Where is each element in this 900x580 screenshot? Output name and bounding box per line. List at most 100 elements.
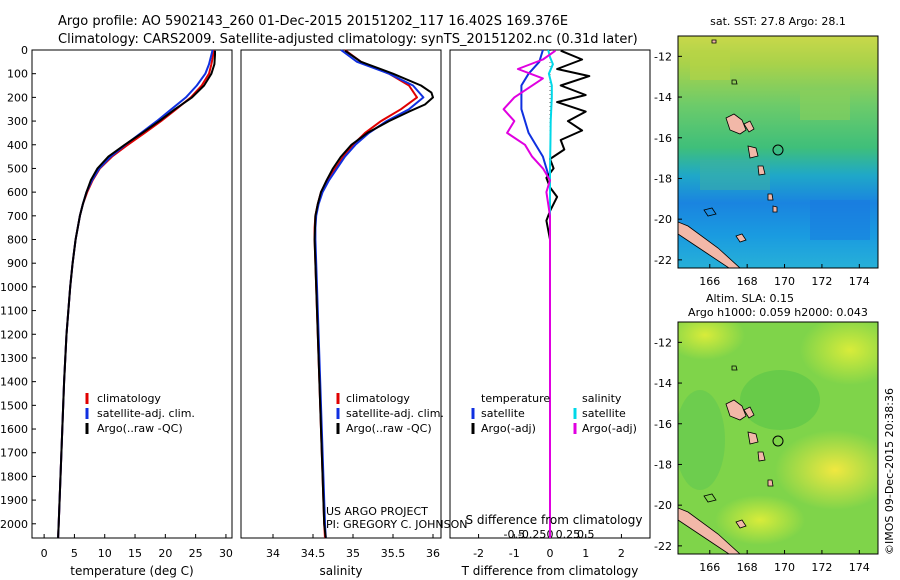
depth-tick-label: 900 (7, 257, 28, 270)
difference-legend: temperature satellite Argo(-adj) salinit… (471, 392, 637, 435)
legend-label-t-argo: Argo(-adj) (481, 422, 536, 435)
s-tick-label: 0.5 (577, 528, 595, 541)
depth-tick-label: 1000 (0, 281, 28, 294)
s-tick-label: 0.25 (556, 528, 581, 541)
sst-map-frame (677, 35, 879, 269)
island-shape (772, 205, 778, 213)
sla-map-frame (677, 321, 879, 555)
lat-tick-label: -20 (654, 213, 672, 226)
island-shape (747, 145, 759, 159)
island-shape (725, 399, 747, 421)
lon-tick-label: 166 (699, 561, 720, 574)
sst-patch (800, 90, 850, 120)
x-tick-label: 35 (346, 547, 360, 560)
lon-tick-label: 168 (737, 561, 758, 574)
depth-tick-label: 1700 (0, 447, 28, 460)
lat-tick-label: -16 (654, 132, 672, 145)
temperature-panel-frame (31, 49, 233, 539)
project-pi: PI: GREGORY C. JOHNSON (326, 518, 467, 531)
x-tick-label: 0 (547, 547, 554, 560)
x-tick-label: 10 (98, 547, 112, 560)
argo-float-marker (772, 144, 784, 156)
x-tick-label: 34 (266, 547, 280, 560)
sla-blob (740, 370, 820, 430)
salinity-xlabel: salinity (319, 564, 362, 578)
island-shape (743, 406, 755, 419)
sla-blob (678, 390, 725, 490)
depth-tick-label: 1800 (0, 470, 28, 483)
legend-label-climatology: climatology (97, 392, 161, 405)
s-difference-xlabel: S difference from climatology (466, 513, 643, 527)
difference-plot: -2 -1 0 1 2-0.5-0.25 0 0.250.5 (473, 49, 625, 560)
reef-outline (731, 365, 738, 371)
sla-blob (678, 322, 745, 360)
depth-tick-label: 1500 (0, 399, 28, 412)
sla-map-title: Altim. SLA: 0.15 (706, 292, 794, 305)
sla-blob (775, 430, 878, 510)
sla-map-axes: -12 -14 -16 -18 -20 -22 166 168 170 172 174 (654, 336, 870, 574)
island-shape (757, 165, 766, 176)
reef-outline (703, 207, 717, 217)
salinity-legend: climatology satellite-adj. clim. Argo(..… (336, 392, 444, 435)
depth-tick-label: 2000 (0, 518, 28, 531)
x-tick-label: 20 (158, 547, 172, 560)
depth-axis: 0 100 200 300 400 500 600 700 800 900 1000 1100 1200… (0, 44, 36, 531)
x-tick-label: 30 (219, 547, 233, 560)
x-tick-label: 34.5 (301, 547, 326, 560)
lat-tick-label: -16 (654, 418, 672, 431)
legend-label-satellite: satellite-adj. clim. (97, 407, 195, 420)
x-tick-label: 35.5 (381, 547, 406, 560)
t-difference-xlabel: T difference from climatology (461, 564, 639, 578)
series-line-argo-raw-qc- (57, 50, 216, 539)
lon-tick-label: 166 (699, 275, 720, 288)
legend-label-t-satellite: satellite (481, 407, 525, 420)
lat-tick-label: -14 (654, 377, 672, 390)
lon-tick-label: 174 (849, 561, 870, 574)
island-shape (725, 113, 747, 135)
sla-map-subtitle: Argo h1000: 0.059 h2000: 0.043 (688, 306, 868, 319)
x-tick-label: -1 (509, 547, 520, 560)
depth-tick-label: 300 (7, 115, 28, 128)
island-shape (711, 39, 717, 44)
x-tick-label: 1 (582, 547, 589, 560)
x-tick-label: 15 (128, 547, 142, 560)
island-shape (757, 451, 766, 462)
depth-tick-label: 1400 (0, 376, 28, 389)
sst-map-image (678, 36, 878, 268)
island-shape (678, 221, 741, 268)
depth-tick-label: 1100 (0, 305, 28, 318)
reef-outline (731, 79, 738, 85)
salinity-panel-frame (240, 49, 442, 539)
sst-map-title: sat. SST: 27.8 Argo: 28.1 (710, 15, 846, 28)
project-name: US ARGO PROJECT (326, 505, 428, 518)
temperature-plot: 0 5 10 15 20 25 30 (41, 49, 233, 560)
lon-tick-label: 170 (774, 275, 795, 288)
island-shape (743, 120, 755, 133)
sst-patch (700, 160, 770, 190)
depth-tick-label: 1900 (0, 494, 28, 507)
s-tick-label: -0.25 (518, 528, 546, 541)
figure-title-line1: Argo profile: AO 5902143_260 01-Dec-2015… (58, 14, 568, 29)
depth-tick-label: 500 (7, 162, 28, 175)
lat-tick-label: -14 (654, 91, 672, 104)
depth-tick-label: 600 (7, 186, 28, 199)
depth-tick-label: 0 (21, 44, 28, 57)
lat-tick-label: -18 (654, 172, 672, 185)
lat-tick-label: -12 (654, 336, 672, 349)
island-shape (767, 193, 774, 201)
depth-tick-label: 1600 (0, 423, 28, 436)
depth-tick-label: 700 (7, 210, 28, 223)
legend-label-argo: Argo(..raw -QC) (97, 422, 183, 435)
depth-tick-label: 1200 (0, 328, 28, 341)
x-tick-label: 5 (71, 547, 78, 560)
series-line-satellite-adj-clim- (57, 49, 214, 539)
legend-label-climatology: climatology (346, 392, 410, 405)
lat-tick-label: -18 (654, 458, 672, 471)
sst-map-axes: -12 -14 -16 -18 -20 -22 166 168 170 172 174 (654, 50, 870, 288)
lat-tick-label: -20 (654, 499, 672, 512)
depth-tick-label: 1300 (0, 352, 28, 365)
series-line-temperature-satellite (520, 49, 551, 538)
x-tick-label: 2 (618, 547, 625, 560)
depth-tick-label: 100 (7, 68, 28, 81)
s-tick-label: -0.5 (504, 528, 525, 541)
